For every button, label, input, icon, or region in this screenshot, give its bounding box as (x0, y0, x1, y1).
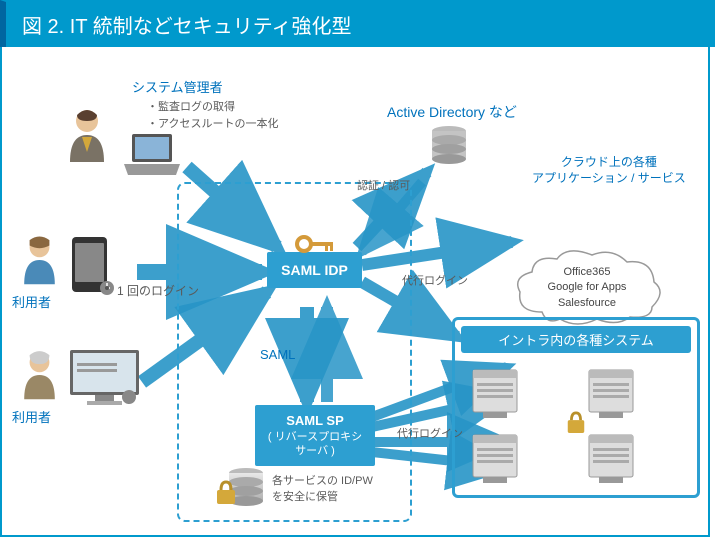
cloud-apps: Office365 Google for Apps Salesfource (512, 265, 662, 311)
ad-label: Active Directory など (387, 102, 517, 122)
admin-label: システム管理者 (132, 77, 223, 96)
sp-sublabel: ( リバースプロキシ サーバ ) (265, 430, 365, 459)
server-icon (465, 430, 525, 485)
server-icon (465, 365, 525, 420)
key-icon (295, 234, 335, 254)
sp-label: SAML SP (265, 413, 365, 430)
auth-label: 認証 / 認可 (357, 177, 410, 193)
lock-icon (565, 410, 587, 434)
user1-label: 利用者 (12, 292, 51, 311)
admin-bullet-2: ・アクセスルートの一本化 (147, 116, 278, 133)
saml-sp-box: SAML SP ( リバースプロキシ サーバ ) (255, 405, 375, 466)
user1-person-icon (17, 232, 62, 287)
admin-bullets: ・監査ログの取得 ・アクセスルートの一本化 (147, 99, 278, 132)
cloud-title: クラウド上の各種 アプリケーション / サービス (532, 155, 686, 186)
login-once-label: 1 回のログイン (117, 282, 199, 299)
lock-icon (214, 479, 238, 505)
monitor-icon (67, 347, 142, 407)
admin-laptop-icon (122, 132, 182, 177)
server-icon (581, 430, 641, 485)
saml-label: SAML (260, 347, 295, 362)
intra-box: イントラ内の各種システム (452, 317, 700, 498)
phone-icon (72, 237, 107, 292)
user2-person-icon (17, 347, 62, 402)
admin-bullet-1: ・監査ログの取得 (147, 99, 278, 116)
ad-db-icon (430, 125, 468, 165)
intra-title: イントラ内の各種システム (461, 326, 691, 353)
admin-person-icon (62, 107, 112, 162)
sp-note: 各サービスの ID/PW を安全に保管 (272, 472, 373, 504)
saml-idp-box: SAML IDP (267, 252, 362, 288)
diagram-title: 図 2. IT 統制などセキュリティ強化型 (0, 0, 715, 47)
user2-label: 利用者 (12, 407, 51, 426)
cloud-proxy-label: 代行ログイン (402, 272, 468, 288)
idp-label: SAML IDP (281, 262, 348, 278)
server-icon (581, 365, 641, 420)
diagram-canvas: システム管理者 ・監査ログの取得 ・アクセスルートの一本化 利用者 1 回のログ… (0, 47, 710, 537)
